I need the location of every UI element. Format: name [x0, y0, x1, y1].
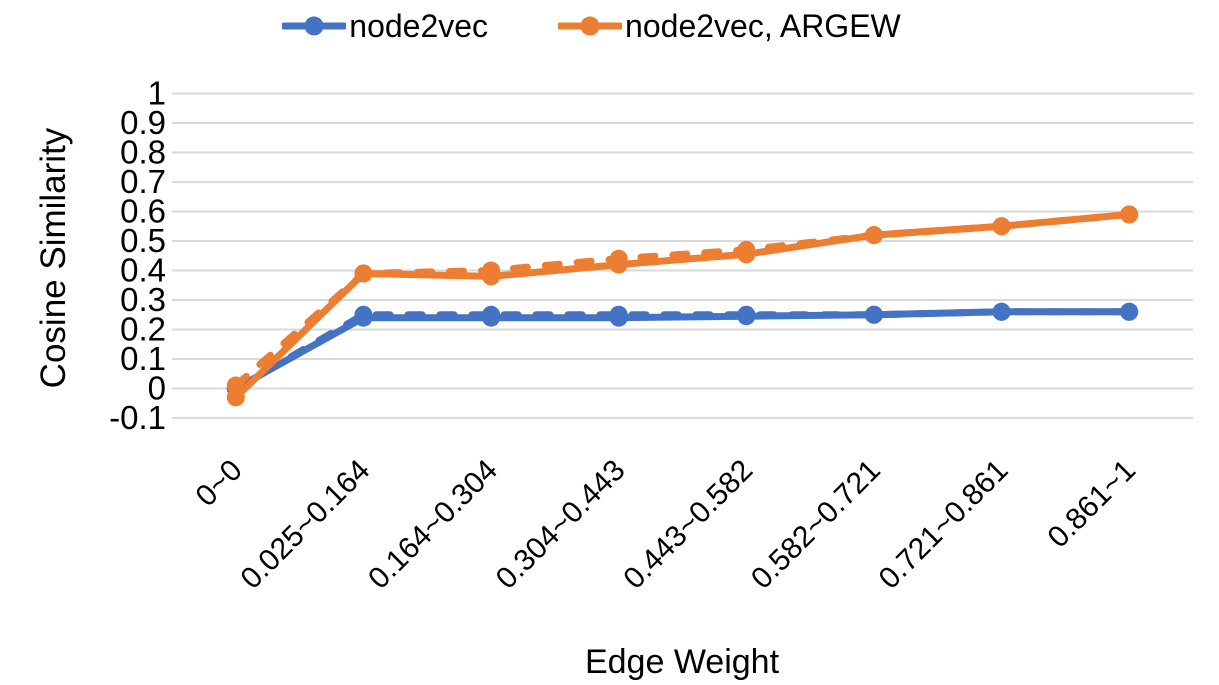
legend-key-line-marker-icon: [558, 16, 623, 36]
data-point-marker: [609, 249, 628, 268]
y-tick-label: 0.9: [120, 104, 166, 141]
y-tick-label: 0.5: [120, 222, 166, 259]
data-point-marker: [482, 305, 501, 324]
data-point-marker: [1120, 205, 1139, 224]
legend-label: node2vec: [349, 8, 489, 44]
y-tick-label: -0.1: [109, 399, 166, 436]
y-tick-label: 0.3: [120, 281, 166, 318]
data-point-marker: [992, 302, 1011, 321]
y-tick-label: 0.1: [120, 340, 166, 377]
x-tick-label: 0.443~0.582: [617, 454, 759, 596]
y-axis-title: Cosine Similarity: [34, 127, 73, 389]
legend-item-node2vec: node2vec: [282, 10, 488, 42]
series-line: [232, 210, 1133, 390]
y-tick-label: 0.2: [120, 311, 166, 348]
chart-legend: node2vec node2vec, ARGEW: [0, 2, 1201, 50]
y-tick-label: 0: [148, 370, 166, 407]
y-tick-label: 1: [148, 75, 166, 112]
x-tick-label: 0.721~0.861: [873, 454, 1015, 596]
x-axis-title: Edge Weight: [584, 643, 780, 681]
data-point-marker: [737, 240, 756, 259]
y-tick-label: 0.4: [120, 252, 166, 289]
y-tick-label: 0.7: [120, 163, 166, 200]
data-point-marker: [737, 305, 756, 324]
series-line: [232, 308, 1133, 392]
x-tick-label: 0.304~0.443: [490, 454, 632, 596]
y-tick-label: 0.6: [120, 193, 166, 230]
data-point-marker: [864, 226, 883, 245]
x-tick-label: 0.164~0.304: [362, 454, 504, 596]
x-tick-label: 0.025~0.164: [234, 454, 376, 596]
legend-label: node2vec, ARGEW: [625, 8, 901, 44]
legend-key-line-marker-icon: [282, 16, 347, 36]
legend-item-node2vec-argew: node2vec, ARGEW: [558, 10, 901, 42]
data-point-marker: [609, 305, 628, 324]
y-tick-label: 0.8: [120, 134, 166, 171]
data-point-marker: [1120, 302, 1139, 321]
x-tick-label: 0~0: [189, 454, 248, 513]
x-tick-label: 0.861~1: [1042, 454, 1143, 555]
data-point-marker: [354, 305, 373, 324]
data-point-marker: [992, 217, 1011, 236]
data-point-marker: [482, 261, 501, 280]
data-point-marker: [864, 305, 883, 324]
x-tick-label: 0.582~0.721: [745, 454, 887, 596]
data-point-marker: [354, 264, 373, 283]
data-point-marker: [226, 376, 245, 395]
